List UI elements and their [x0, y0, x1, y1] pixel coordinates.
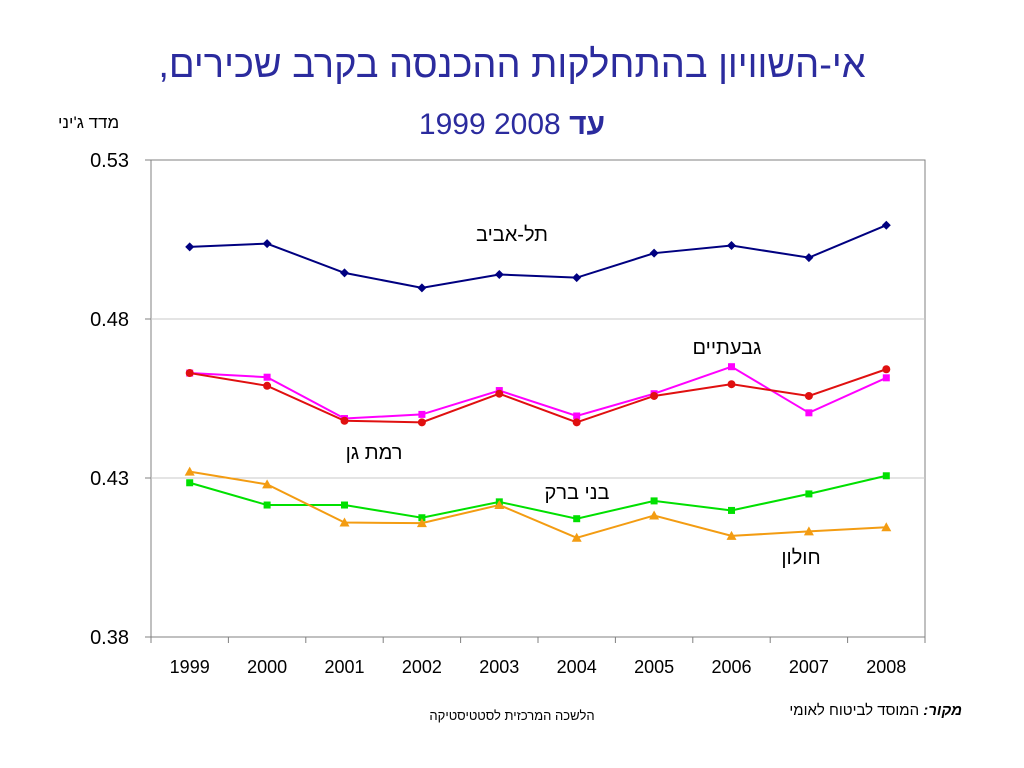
series-line	[189, 368, 887, 424]
x-tick-label: 2000	[247, 657, 287, 677]
series-annotation: גבעתיים	[692, 337, 761, 359]
source-label: מקור:	[923, 702, 962, 719]
data-point	[340, 268, 349, 278]
subtitle-to-year: 2008	[493, 108, 561, 141]
x-tick-label: 2004	[557, 657, 597, 677]
data-point	[262, 239, 272, 249]
subtitle-from-year: 1999	[418, 108, 486, 141]
data-point	[263, 373, 271, 381]
series-annotation: תל-אביב	[476, 224, 548, 246]
data-point	[186, 479, 194, 487]
data-point	[571, 532, 582, 542]
data-point	[649, 510, 660, 520]
data-point	[495, 389, 504, 398]
data-point	[649, 248, 659, 258]
x-tick-label: 2008	[866, 657, 906, 677]
data-point	[728, 363, 735, 371]
data-point	[417, 283, 427, 293]
data-point	[185, 242, 195, 252]
x-tick-label: 2002	[402, 657, 442, 677]
data-point	[728, 506, 735, 514]
x-tick-label: 2001	[324, 657, 364, 677]
data-point	[339, 517, 350, 527]
slide-title: אי-השוויון בהתחלקות ההכנסה בקרב שכירים,	[158, 44, 866, 86]
data-point	[573, 515, 581, 523]
data-point	[882, 374, 890, 382]
data-point	[804, 253, 814, 263]
data-point	[803, 526, 814, 536]
data-point	[726, 530, 737, 540]
data-point	[416, 518, 427, 528]
data-point	[727, 380, 736, 389]
series-annotation: בני ברק	[545, 482, 610, 504]
source-note: מקור: המוסד לביטוח לאומי	[789, 702, 962, 719]
data-point	[418, 410, 426, 418]
data-point	[881, 220, 891, 230]
data-point	[417, 418, 426, 427]
data-point	[340, 416, 349, 425]
x-tick-label: 2007	[789, 657, 829, 677]
y-tick-label: 0.48	[90, 309, 129, 331]
slide-subtitle: 1999 עד 2008	[0, 108, 1024, 142]
source-text: המוסד לביטוח לאומי	[789, 702, 920, 719]
data-point	[494, 269, 504, 279]
series-line	[189, 474, 887, 520]
data-point	[262, 479, 273, 489]
x-tick-label: 2006	[711, 657, 751, 677]
data-point	[881, 522, 892, 532]
x-tick-label: 2003	[479, 657, 519, 677]
data-point	[341, 501, 348, 509]
data-point	[805, 409, 813, 417]
data-point	[494, 500, 505, 510]
data-point	[882, 365, 891, 374]
data-point	[418, 514, 426, 522]
x-tick-label: 2005	[634, 657, 674, 677]
data-point	[650, 391, 659, 400]
gini-line-chart: 0.53 0.48 0.43 0.38 1999 2000 2001 2002 2003 2004…	[90, 150, 926, 677]
data-point	[804, 391, 813, 400]
data-point	[650, 497, 658, 505]
x-tick-label: 1999	[170, 657, 210, 677]
subtitle-until-word: עד	[569, 108, 606, 141]
y-tick-label: 0.53	[90, 150, 129, 172]
data-point	[727, 241, 736, 251]
data-point	[572, 273, 582, 283]
y-tick-label: 0.38	[90, 627, 129, 649]
y-axis-label: מדד ג'יני	[58, 113, 120, 132]
data-point	[263, 501, 271, 509]
data-point	[572, 418, 581, 427]
series-annotation: חולון	[781, 547, 820, 569]
data-point	[805, 490, 813, 498]
series-line	[189, 470, 887, 539]
data-point	[263, 381, 272, 390]
data-point	[882, 472, 890, 480]
data-point	[185, 369, 194, 378]
y-tick-label: 0.43	[90, 468, 129, 490]
series-line	[189, 224, 887, 289]
footer-text: הלשכה המרכזית לסטטיסטיקה	[429, 708, 595, 723]
data-point	[184, 466, 195, 476]
series-annotation: רמת גן	[346, 442, 403, 464]
data-point	[573, 412, 581, 420]
